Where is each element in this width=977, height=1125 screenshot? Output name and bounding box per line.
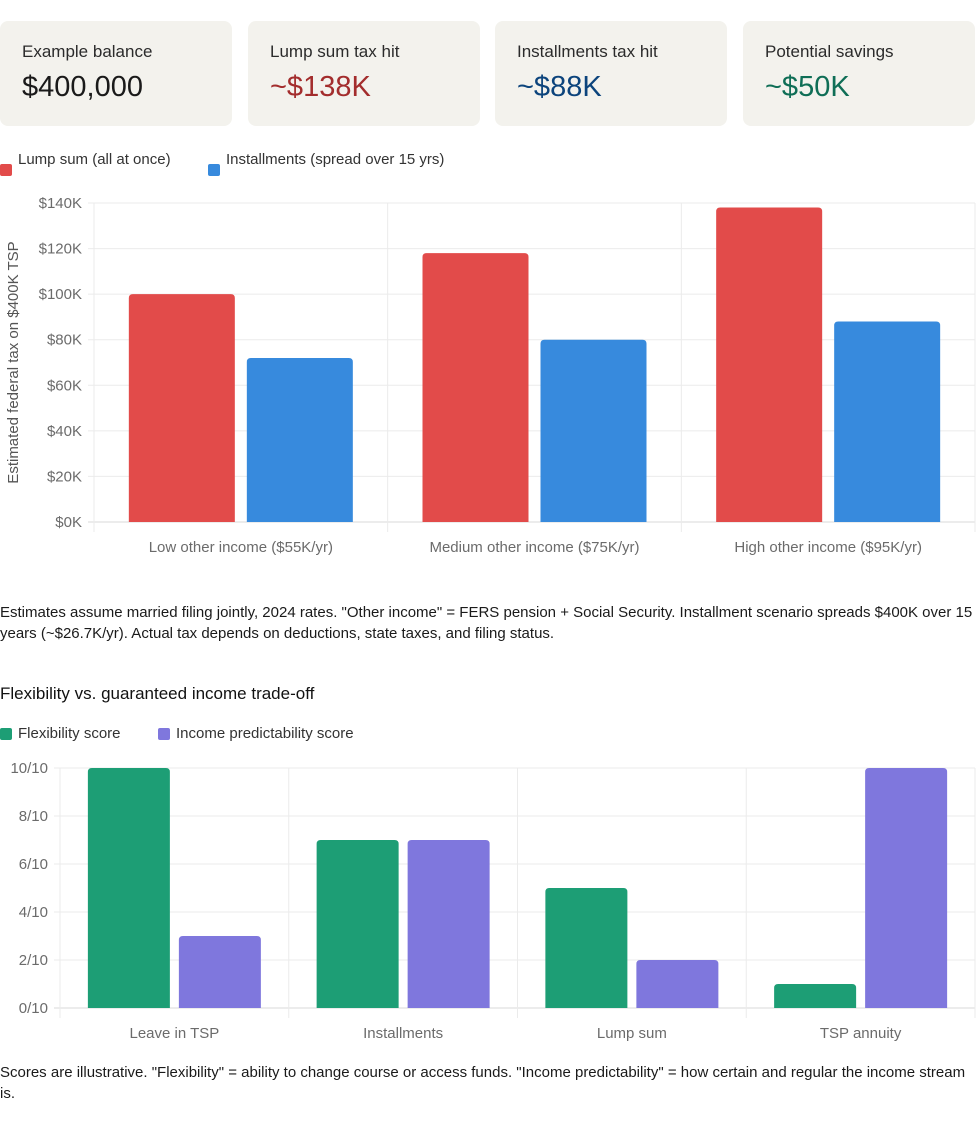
y-tick-label: 2/10 [19, 952, 48, 969]
x-tick-label: Installments [363, 1025, 443, 1042]
y-tick-label: 4/10 [19, 904, 48, 921]
bar [246, 357, 353, 522]
bar [316, 840, 399, 1008]
metric-label: Installments tax hit [517, 42, 658, 61]
y-tick-label: $60K [47, 377, 82, 394]
y-axis-label: Estimated federal tax on $400K TSP [5, 241, 22, 483]
bar [834, 321, 941, 522]
chart2-legend: Flexibility score Income predictability … [0, 724, 460, 746]
chart1-footnote: Estimates assume married filing jointly,… [0, 604, 973, 642]
legend-label: Installments (spread over 15 yrs) [226, 151, 445, 168]
metric-value: ~$138K [270, 71, 371, 103]
bar [87, 768, 170, 1008]
x-tick-label: TSP annuity [820, 1025, 902, 1042]
flexibility-chart: 0/10 2/10 4/10 6/10 8/10 10/10 Leave in TSP Ins… [10, 760, 976, 1042]
bar [407, 840, 490, 1008]
tax-comparison-chart: $0K $20K $40K $60K $80K $100K $120K $140K Low ot… [5, 195, 976, 556]
bar [545, 888, 628, 1008]
legend-swatch [158, 728, 170, 740]
y-tick-label: $80K [47, 332, 82, 349]
x-tick-label: High other income ($95K/yr) [734, 539, 922, 556]
bar [865, 768, 948, 1008]
y-tick-label: 8/10 [19, 808, 48, 825]
legend-swatch [208, 164, 220, 176]
y-tick-label: $20K [47, 468, 82, 485]
metric-card-installments: Installments tax hit ~$88K [495, 21, 727, 126]
y-tick-label: 6/10 [19, 856, 48, 873]
bar [540, 339, 647, 522]
legend-label: Lump sum (all at once) [18, 151, 171, 168]
bar [128, 294, 235, 522]
y-tick-label: $0K [55, 514, 82, 531]
x-tick-label: Leave in TSP [129, 1025, 219, 1042]
chart1-legend: Lump sum (all at once) Installments (spr… [0, 150, 460, 192]
bar [422, 253, 529, 522]
metric-label: Lump sum tax hit [270, 42, 400, 61]
chart2-footnote: Scores are illustrative. "Flexibility" =… [0, 1064, 966, 1102]
y-tick-label: $120K [39, 241, 82, 258]
metric-value: ~$50K [765, 71, 850, 103]
y-tick-label: 0/10 [19, 1000, 48, 1017]
bar [178, 936, 261, 1008]
y-tick-label: $40K [47, 423, 82, 440]
x-tick-label: Lump sum [597, 1025, 667, 1042]
bar [716, 207, 823, 523]
section-title: Flexibility vs. guaranteed income trade-… [0, 684, 315, 703]
metric-card-balance: Example balance $400,000 [0, 21, 232, 126]
y-tick-label: $140K [39, 195, 82, 212]
legend-label: Flexibility score [18, 725, 121, 742]
metric-value: ~$88K [517, 71, 602, 103]
x-tick-label: Medium other income ($75K/yr) [429, 539, 639, 556]
y-tick-label: 10/10 [10, 760, 48, 777]
x-tick-label: Low other income ($55K/yr) [149, 539, 333, 556]
metric-label: Example balance [22, 42, 153, 61]
legend-swatch [0, 728, 12, 740]
metric-cards: Example balance $400,000 Lump sum tax hi… [0, 21, 975, 126]
y-tick-label: $100K [39, 286, 82, 303]
metric-value: $400,000 [22, 71, 143, 103]
legend-label: Income predictability score [176, 725, 354, 742]
bar [774, 984, 857, 1008]
bar [636, 960, 719, 1008]
metric-card-savings: Potential savings ~$50K [743, 21, 975, 126]
metric-card-lump-sum: Lump sum tax hit ~$138K [248, 21, 480, 126]
legend-swatch [0, 164, 12, 176]
metric-label: Potential savings [765, 42, 894, 61]
